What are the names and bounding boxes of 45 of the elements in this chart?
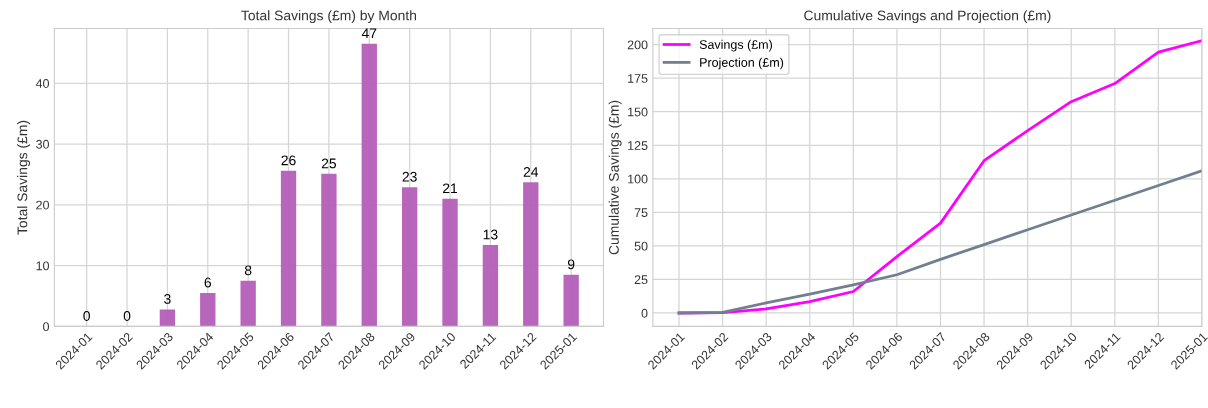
line-series: [677, 169, 1202, 315]
y-tick-label: 125: [628, 141, 648, 150]
data-label: 23: [402, 171, 417, 182]
data-label: 25: [321, 158, 337, 169]
y-tick-label: 20: [36, 200, 50, 210]
chart-title: Total Savings (£m) by Month: [241, 10, 417, 24]
chart-title: Cumulative Savings and Projection (£m): [804, 10, 1051, 24]
legend-label: Projection (£m): [700, 57, 784, 70]
bar: [442, 198, 458, 327]
data-label: 8: [244, 265, 252, 276]
legend-label: Savings (£m): [699, 39, 772, 52]
y-tick-label: 25: [634, 275, 648, 285]
data-label: 3: [164, 294, 171, 304]
bar: [523, 182, 539, 327]
data-label: 21: [443, 183, 458, 194]
data-label: 9: [567, 259, 575, 270]
bar: [200, 292, 216, 327]
data-label: 0: [123, 311, 131, 321]
bar: [401, 187, 418, 327]
y-tick-label: 200: [627, 40, 648, 50]
bar: [482, 244, 499, 327]
y-tick-label: 175: [628, 74, 648, 83]
y-tick-label: 75: [634, 208, 648, 218]
y-tick-label: 50: [634, 241, 648, 251]
y-tick-label: 40: [35, 79, 50, 88]
data-label: 24: [523, 166, 539, 177]
bar: [280, 170, 297, 327]
bar: [361, 43, 377, 327]
y-tick-label: 10: [36, 261, 50, 271]
bar: [159, 309, 176, 327]
bar: [563, 274, 579, 327]
data-label: 47: [361, 28, 377, 39]
data-label: 6: [204, 277, 212, 288]
y-tick-label: 30: [36, 139, 50, 149]
y-tick-label: 0: [641, 308, 648, 318]
y-axis-title: Cumulative Savings (£m): [608, 100, 622, 255]
data-label: 0: [83, 311, 90, 321]
y-tick-label: 0: [43, 322, 50, 332]
bar: [321, 173, 337, 327]
y-tick-label: 150: [628, 107, 648, 117]
data-label: 26: [281, 155, 296, 166]
bar: [240, 280, 256, 327]
y-tick-label: 100: [628, 174, 648, 184]
y-axis-title: Total Savings (£m): [17, 120, 31, 235]
data-label: 13: [483, 229, 498, 240]
